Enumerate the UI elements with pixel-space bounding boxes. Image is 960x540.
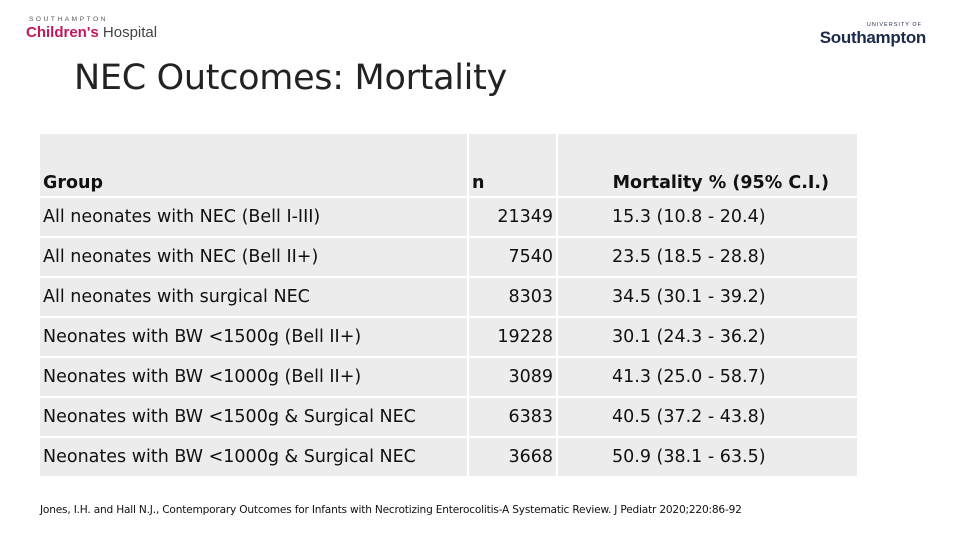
logo-brand-b: Hospital [98, 24, 158, 41]
logo-kicker: SOUTHAMPTON [29, 16, 109, 23]
cell-mortality: 41.3 (25.0 - 58.7) [558, 356, 857, 396]
table-row: All neonates with surgical NEC 8303 34.5… [40, 276, 857, 316]
table-row: Neonates with BW <1000g & Surgical NEC 3… [40, 436, 857, 476]
table-row: Neonates with BW <1000g (Bell II+) 3089 … [40, 356, 857, 396]
cell-group: Neonates with BW <1000g & Surgical NEC [40, 436, 467, 476]
cell-n: 21349 [469, 196, 556, 236]
cell-n: 3089 [469, 356, 556, 396]
cell-group: Neonates with BW <1000g (Bell II+) [40, 356, 467, 396]
citation: Jones, I.H. and Hall N.J., Contemporary … [40, 504, 742, 516]
table-header-row: Group n Mortality % (95% C.I.) [40, 134, 857, 196]
logo-brand-a: Children's [26, 24, 99, 41]
cell-group: All neonates with NEC (Bell I-III) [40, 196, 467, 236]
southampton-childrens-hospital-logo: SOUTHAMPTON Children's Hospital [26, 16, 176, 42]
logo-wordmark: Children's Hospital [26, 24, 176, 42]
cell-mortality: 30.1 (24.3 - 36.2) [558, 316, 857, 356]
cell-mortality: 50.9 (38.1 - 63.5) [558, 436, 857, 476]
logo-university-of: UNIVERSITY OF [866, 22, 922, 28]
cell-mortality: 34.5 (30.1 - 39.2) [558, 276, 857, 316]
table-row: All neonates with NEC (Bell I-III) 21349… [40, 196, 857, 236]
table-row: All neonates with NEC (Bell II+) 7540 23… [40, 236, 857, 276]
header-group: Group [40, 134, 467, 196]
cell-n: 8303 [469, 276, 556, 316]
mortality-table: Group n Mortality % (95% C.I.) All neona… [40, 134, 857, 476]
slide-title: NEC Outcomes: Mortality [74, 58, 507, 98]
table-row: Neonates with BW <1500g & Surgical NEC 6… [40, 396, 857, 436]
cell-n: 3668 [469, 436, 556, 476]
cell-group: All neonates with NEC (Bell II+) [40, 236, 467, 276]
table-row: Neonates with BW <1500g (Bell II+) 19228… [40, 316, 857, 356]
cell-group: All neonates with surgical NEC [40, 276, 467, 316]
university-of-southampton-logo: UNIVERSITY OF Southampton [819, 22, 927, 47]
logo-southampton: Southampton [819, 28, 927, 47]
cell-mortality: 40.5 (37.2 - 43.8) [558, 396, 857, 436]
cell-mortality: 15.3 (10.8 - 20.4) [558, 196, 857, 236]
header-n: n [469, 134, 556, 196]
cell-group: Neonates with BW <1500g & Surgical NEC [40, 396, 467, 436]
cell-n: 6383 [469, 396, 556, 436]
header-mortality: Mortality % (95% C.I.) [558, 134, 857, 196]
cell-n: 19228 [469, 316, 556, 356]
cell-n: 7540 [469, 236, 556, 276]
cell-mortality: 23.5 (18.5 - 28.8) [558, 236, 857, 276]
cell-group: Neonates with BW <1500g (Bell II+) [40, 316, 467, 356]
